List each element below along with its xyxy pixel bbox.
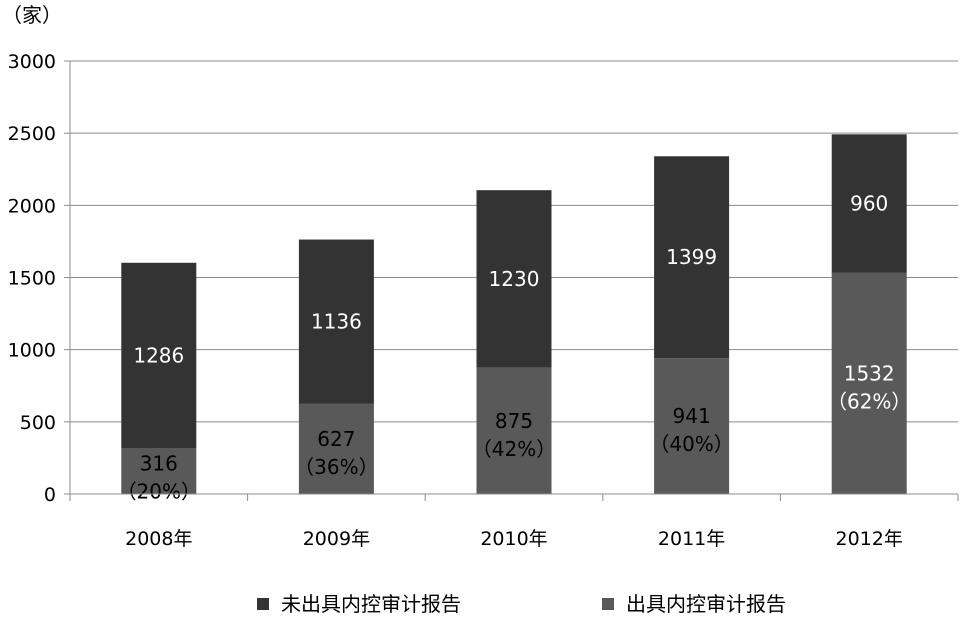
x-tick-label: 2010年: [480, 528, 547, 550]
x-tick-label: 2009年: [303, 528, 370, 550]
x-tick-label: 2012年: [836, 528, 903, 550]
x-tick-label: 2011年: [658, 528, 725, 550]
data-label-not-issued: 1286: [133, 344, 184, 368]
y-axis: 0 500 1000 1500 2000 2500 3000: [8, 51, 71, 506]
legend-swatch: [602, 598, 614, 610]
percent-label-issued: （20%）: [117, 479, 201, 503]
y-unit-label: （家）: [2, 3, 62, 27]
data-label-not-issued: 1136: [311, 310, 362, 334]
y-tick-label: 2500: [8, 123, 56, 145]
bar-issued-2008年: [121, 448, 197, 494]
bar-issued-2009年: [298, 403, 374, 494]
percent-label-issued: （40%）: [649, 432, 733, 456]
y-tick-label: 3000: [8, 51, 56, 73]
bars: 1286 316 （20%） 1136 627 （36%） 1230 875 （42%） 1399…: [117, 134, 911, 503]
y-tick-label: 500: [20, 412, 56, 434]
y-tick-label: 2000: [8, 195, 56, 217]
bar-not-issued-2009年: [298, 239, 374, 404]
bar-not-issued-2012年: [831, 134, 907, 273]
bar-issued-2012年: [831, 272, 907, 494]
data-label-not-issued: 1399: [666, 245, 717, 269]
bar-not-issued-2011年: [654, 156, 730, 359]
legend-label: 出具内控审计报告: [626, 592, 786, 616]
data-label-not-issued: 960: [850, 192, 888, 216]
data-label-not-issued: 1230: [489, 267, 540, 291]
data-label-issued: 316: [140, 451, 178, 475]
data-label-issued: 875: [495, 409, 533, 433]
y-tick-label: 1500: [8, 268, 56, 290]
y-tick-label: 1000: [8, 340, 56, 362]
bar-not-issued-2010年: [476, 190, 552, 368]
data-label-issued: 941: [673, 404, 711, 428]
x-axis: 2008年 2009年 2010年 2011年 2012年: [69, 493, 959, 550]
percent-label-issued: （62%）: [827, 389, 911, 413]
bar-not-issued-2008年: [121, 262, 197, 449]
percent-label-issued: （42%）: [472, 437, 556, 461]
bar-issued-2011年: [654, 358, 730, 494]
bar-issued-2010年: [476, 367, 552, 494]
data-label-issued: 627: [317, 427, 355, 451]
data-label-issued: 1532: [844, 361, 895, 385]
legend-label: 未出具内控审计报告: [281, 592, 461, 616]
x-tick-label: 2008年: [125, 528, 192, 550]
legend-swatch: [257, 598, 269, 610]
y-tick-label: 0: [44, 484, 56, 506]
legend: 未出具内控审计报告 出具内控审计报告: [257, 592, 786, 616]
percent-label-issued: （36%）: [294, 455, 378, 479]
